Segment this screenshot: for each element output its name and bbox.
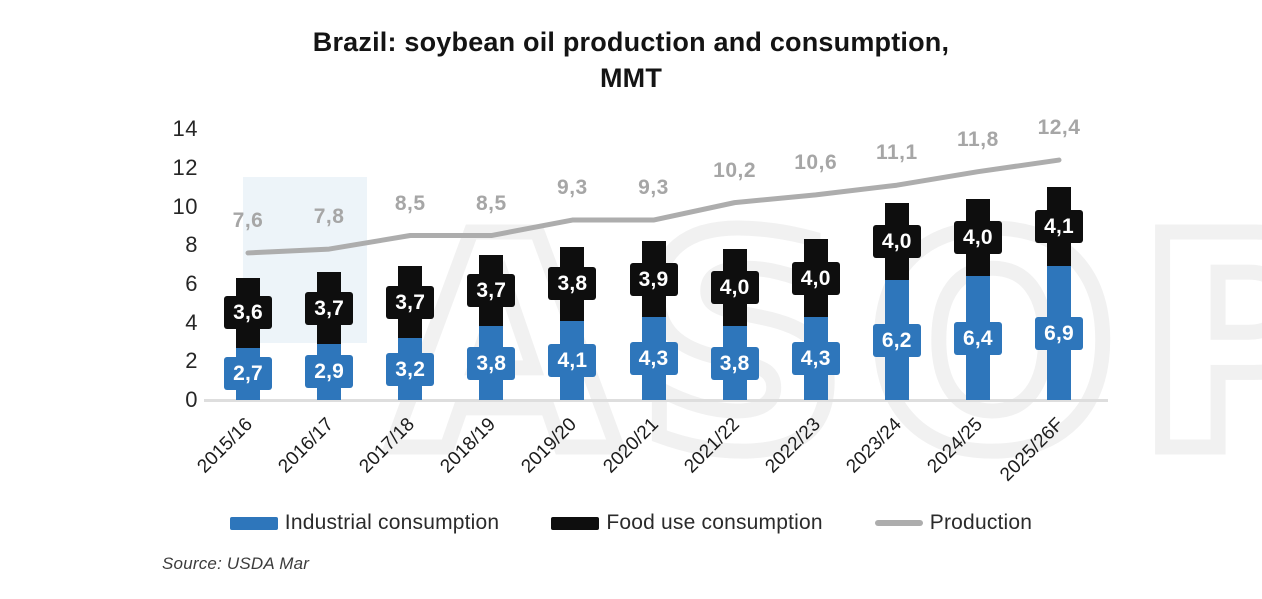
bar-value-label-food-use: 3,7 bbox=[386, 285, 435, 319]
x-axis-label: 2015/16 bbox=[193, 414, 257, 478]
y-axis-tick-label: 8 bbox=[185, 232, 198, 258]
y-axis-tick-label: 10 bbox=[172, 193, 198, 219]
bar-value-label-food-use: 4,0 bbox=[710, 271, 759, 305]
chart-title: Brazil: soybean oil production and consu… bbox=[312, 27, 950, 94]
bar-value-label-industrial: 6,9 bbox=[1035, 316, 1083, 350]
line-value-label-production: 8,5 bbox=[394, 191, 426, 215]
food-use-consumption-swatch bbox=[551, 516, 600, 530]
line-value-label-production: 12,4 bbox=[1037, 116, 1081, 140]
y-axis-tick-label: 4 bbox=[185, 309, 198, 335]
y-axis-tick-label: 6 bbox=[185, 270, 198, 296]
bar-value-label-food-use: 3,8 bbox=[548, 267, 597, 301]
bar-value-label-industrial: 6,2 bbox=[872, 323, 921, 357]
bar-value-label-food-use: 4,0 bbox=[791, 261, 840, 295]
y-axis-tick-label: 0 bbox=[185, 387, 198, 412]
bar-value-label-food-use: 4,0 bbox=[953, 220, 1002, 254]
line-value-label-production: 11,1 bbox=[875, 141, 918, 165]
bar-value-label-food-use: 3,9 bbox=[629, 262, 678, 296]
line-value-label-production: 11,8 bbox=[957, 127, 999, 151]
production-line-swatch bbox=[874, 520, 923, 526]
legend-item-production: Production bbox=[874, 511, 1033, 535]
bar-value-label-food-use: 3,6 bbox=[224, 296, 272, 330]
legend-item-industrial-consumption: Industrial consumption bbox=[229, 511, 500, 535]
legend-item-food-use-consumption: Food use consumption bbox=[551, 511, 823, 535]
bar-value-label-food-use: 4,0 bbox=[872, 224, 921, 258]
bar-value-label-food-use: 4,1 bbox=[1035, 210, 1083, 244]
bar-value-label-industrial: 3,8 bbox=[467, 346, 516, 380]
x-axis-label: 2016/17 bbox=[274, 414, 338, 478]
y-axis-tick-label: 2 bbox=[185, 348, 198, 374]
bar-value-label-industrial: 6,4 bbox=[953, 321, 1002, 355]
bar-value-label-industrial: 4,3 bbox=[791, 341, 840, 375]
line-value-label-production: 7,8 bbox=[313, 205, 345, 229]
bar-value-label-industrial: 3,2 bbox=[386, 352, 435, 386]
source-note: Source: USDA Mar bbox=[162, 554, 310, 573]
bar-value-label-industrial: 4,1 bbox=[548, 343, 597, 377]
legend-label: Production bbox=[929, 511, 1033, 534]
line-value-label-production: 10,6 bbox=[794, 150, 838, 174]
line-value-label-production: 7,6 bbox=[232, 208, 264, 232]
industrial-consumption-swatch bbox=[229, 516, 278, 530]
legend-label: Industrial consumption bbox=[284, 511, 500, 534]
y-axis-tick-label: 12 bbox=[172, 154, 198, 180]
bar-value-label-industrial: 3,8 bbox=[710, 346, 759, 380]
line-value-label-production: 9,3 bbox=[557, 176, 588, 200]
line-value-label-production: 8,5 bbox=[475, 191, 507, 215]
bar-value-label-industrial: 4,3 bbox=[629, 341, 678, 375]
bar-value-label-food-use: 3,7 bbox=[467, 274, 516, 308]
bar-value-label-food-use: 3,7 bbox=[305, 291, 354, 325]
x-axis-line bbox=[204, 399, 1108, 402]
legend: Industrial consumption Food use consumpt… bbox=[0, 511, 1262, 535]
legend-label: Food use consumption bbox=[606, 511, 823, 534]
y-axis-tick-label: 14 bbox=[172, 116, 198, 142]
bar-value-label-industrial: 2,9 bbox=[305, 355, 354, 389]
line-value-label-production: 9,3 bbox=[638, 176, 669, 200]
bar-value-label-industrial: 2,7 bbox=[224, 357, 272, 391]
line-value-label-production: 10,2 bbox=[713, 158, 757, 182]
